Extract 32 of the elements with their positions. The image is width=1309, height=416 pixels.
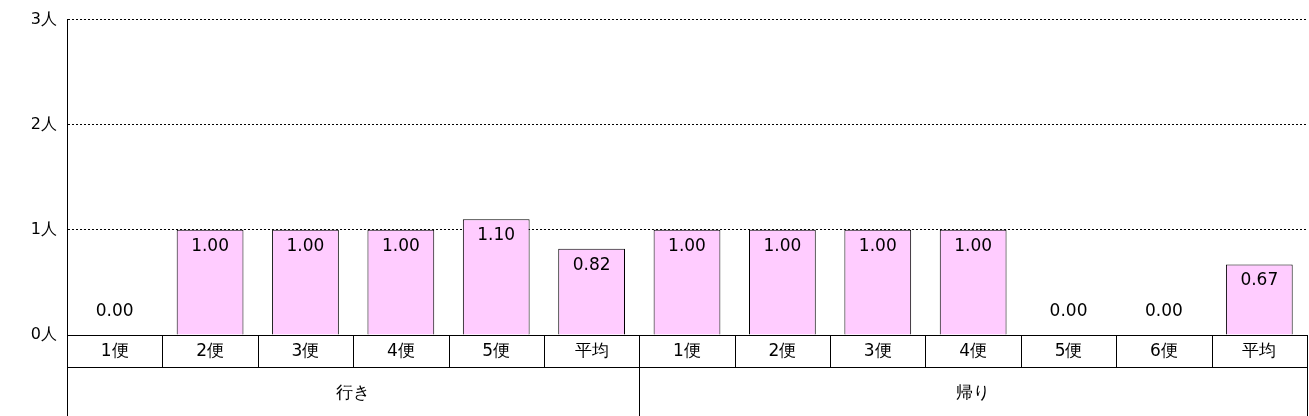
y-tick-label: 0人 bbox=[30, 324, 57, 344]
x-tick-label: 6便 bbox=[1150, 340, 1178, 361]
x-tick-label: 3便 bbox=[291, 340, 320, 361]
x-tick-label: 5便 bbox=[1054, 340, 1083, 361]
x-tick-label: 5便 bbox=[482, 340, 511, 361]
x-tick-label: 4便 bbox=[386, 340, 415, 361]
data-label: 1.10 bbox=[477, 224, 516, 245]
x-tick-label: 平均 bbox=[574, 340, 609, 361]
data-label: 0.00 bbox=[95, 299, 134, 320]
x-tick-label: 平均 bbox=[1242, 340, 1277, 361]
data-label: 1.00 bbox=[954, 234, 993, 255]
x-tick-label: 2便 bbox=[768, 340, 797, 361]
text: 帰り bbox=[956, 381, 991, 402]
data-label: 1.00 bbox=[381, 234, 420, 255]
y-tick-label: 2人 bbox=[30, 113, 57, 133]
x-tick-label: 3便 bbox=[863, 340, 892, 361]
x-tick-label: 1便 bbox=[673, 340, 701, 361]
x-tick-label: 2便 bbox=[196, 340, 224, 361]
data-label: 1.00 bbox=[858, 234, 897, 255]
data-label: 0.00 bbox=[1144, 299, 1183, 320]
data-label: 1.00 bbox=[763, 234, 802, 255]
y-tick-label: 1人 bbox=[30, 219, 57, 239]
x-tick-label: 1便 bbox=[100, 340, 129, 361]
data-label: 1.00 bbox=[286, 234, 325, 255]
text: 行き bbox=[336, 381, 371, 402]
data-label: 0.67 bbox=[1240, 269, 1279, 290]
y-tick-label: 3人 bbox=[30, 8, 57, 28]
x-tick-label: 4便 bbox=[959, 340, 988, 361]
data-label: 1.00 bbox=[668, 234, 706, 255]
data-label: 0.82 bbox=[572, 253, 611, 274]
data-label: 0.00 bbox=[1049, 299, 1088, 320]
data-label: 1.00 bbox=[191, 234, 230, 255]
